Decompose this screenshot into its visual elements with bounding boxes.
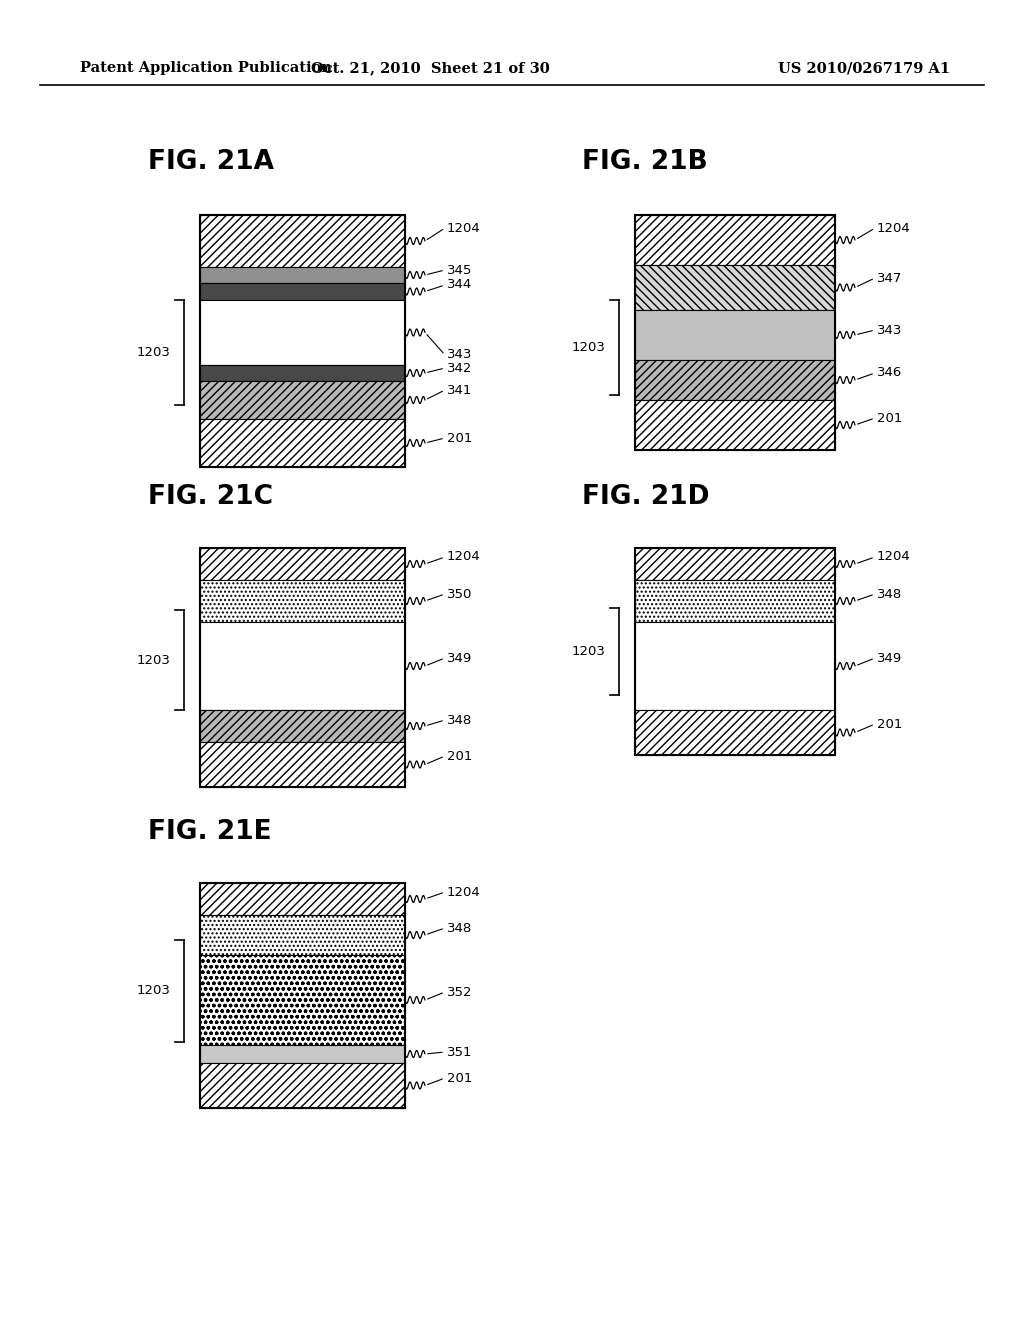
Bar xyxy=(635,215,835,265)
Bar xyxy=(635,579,835,622)
Bar xyxy=(200,1045,406,1063)
Text: FIG. 21B: FIG. 21B xyxy=(582,149,708,176)
Text: 1203: 1203 xyxy=(136,653,170,667)
Bar xyxy=(200,548,406,579)
Text: Patent Application Publication: Patent Application Publication xyxy=(80,61,332,75)
Text: 1204: 1204 xyxy=(877,550,910,564)
Bar xyxy=(635,548,835,755)
Bar xyxy=(200,579,406,622)
Bar xyxy=(200,418,406,467)
Bar xyxy=(635,710,835,755)
Bar xyxy=(635,265,835,310)
Text: FIG. 21A: FIG. 21A xyxy=(148,149,274,176)
Text: 343: 343 xyxy=(447,348,472,362)
Bar xyxy=(200,883,406,1107)
Bar xyxy=(635,400,835,450)
Bar xyxy=(635,360,835,400)
Bar xyxy=(200,710,406,742)
Bar xyxy=(200,267,406,282)
Text: 201: 201 xyxy=(447,750,472,763)
Text: 352: 352 xyxy=(447,986,472,998)
Text: 341: 341 xyxy=(447,384,472,396)
Text: 348: 348 xyxy=(447,921,472,935)
Bar xyxy=(635,310,835,360)
Text: 349: 349 xyxy=(447,652,472,664)
Bar xyxy=(200,366,406,381)
Text: 343: 343 xyxy=(877,323,902,337)
Text: FIG. 21C: FIG. 21C xyxy=(148,484,273,510)
Bar xyxy=(635,548,835,579)
Text: 342: 342 xyxy=(447,362,472,375)
Bar xyxy=(200,215,406,467)
Text: 201: 201 xyxy=(447,432,472,445)
Text: Oct. 21, 2010  Sheet 21 of 30: Oct. 21, 2010 Sheet 21 of 30 xyxy=(310,61,549,75)
Text: 1203: 1203 xyxy=(136,346,170,359)
Text: FIG. 21E: FIG. 21E xyxy=(148,818,271,845)
Text: 345: 345 xyxy=(447,264,472,276)
Text: 1203: 1203 xyxy=(571,645,605,657)
Text: 1204: 1204 xyxy=(447,550,480,564)
Text: 348: 348 xyxy=(877,587,902,601)
Bar xyxy=(200,742,406,787)
Text: 1204: 1204 xyxy=(447,886,480,899)
Bar xyxy=(200,622,406,710)
Bar xyxy=(200,954,406,1045)
Bar xyxy=(635,622,835,710)
Bar xyxy=(200,915,406,954)
Text: 1203: 1203 xyxy=(136,985,170,998)
Text: 1204: 1204 xyxy=(447,222,480,235)
Bar xyxy=(200,548,406,787)
Bar xyxy=(200,215,406,267)
Text: 201: 201 xyxy=(877,412,902,425)
Text: 1204: 1204 xyxy=(877,222,910,235)
Text: 348: 348 xyxy=(447,714,472,726)
Bar xyxy=(200,883,406,915)
Bar xyxy=(200,381,406,418)
Text: 1203: 1203 xyxy=(571,341,605,354)
Text: US 2010/0267179 A1: US 2010/0267179 A1 xyxy=(778,61,950,75)
Bar xyxy=(200,1063,406,1107)
Bar xyxy=(200,300,406,366)
Text: 351: 351 xyxy=(447,1045,472,1059)
Text: 350: 350 xyxy=(447,587,472,601)
Text: 347: 347 xyxy=(877,272,902,285)
Text: 344: 344 xyxy=(447,279,472,292)
Bar xyxy=(200,282,406,300)
Text: 349: 349 xyxy=(877,652,902,664)
Bar xyxy=(635,215,835,450)
Text: FIG. 21D: FIG. 21D xyxy=(582,484,710,510)
Text: 346: 346 xyxy=(877,367,902,380)
Text: 201: 201 xyxy=(447,1072,472,1085)
Text: 201: 201 xyxy=(877,718,902,730)
